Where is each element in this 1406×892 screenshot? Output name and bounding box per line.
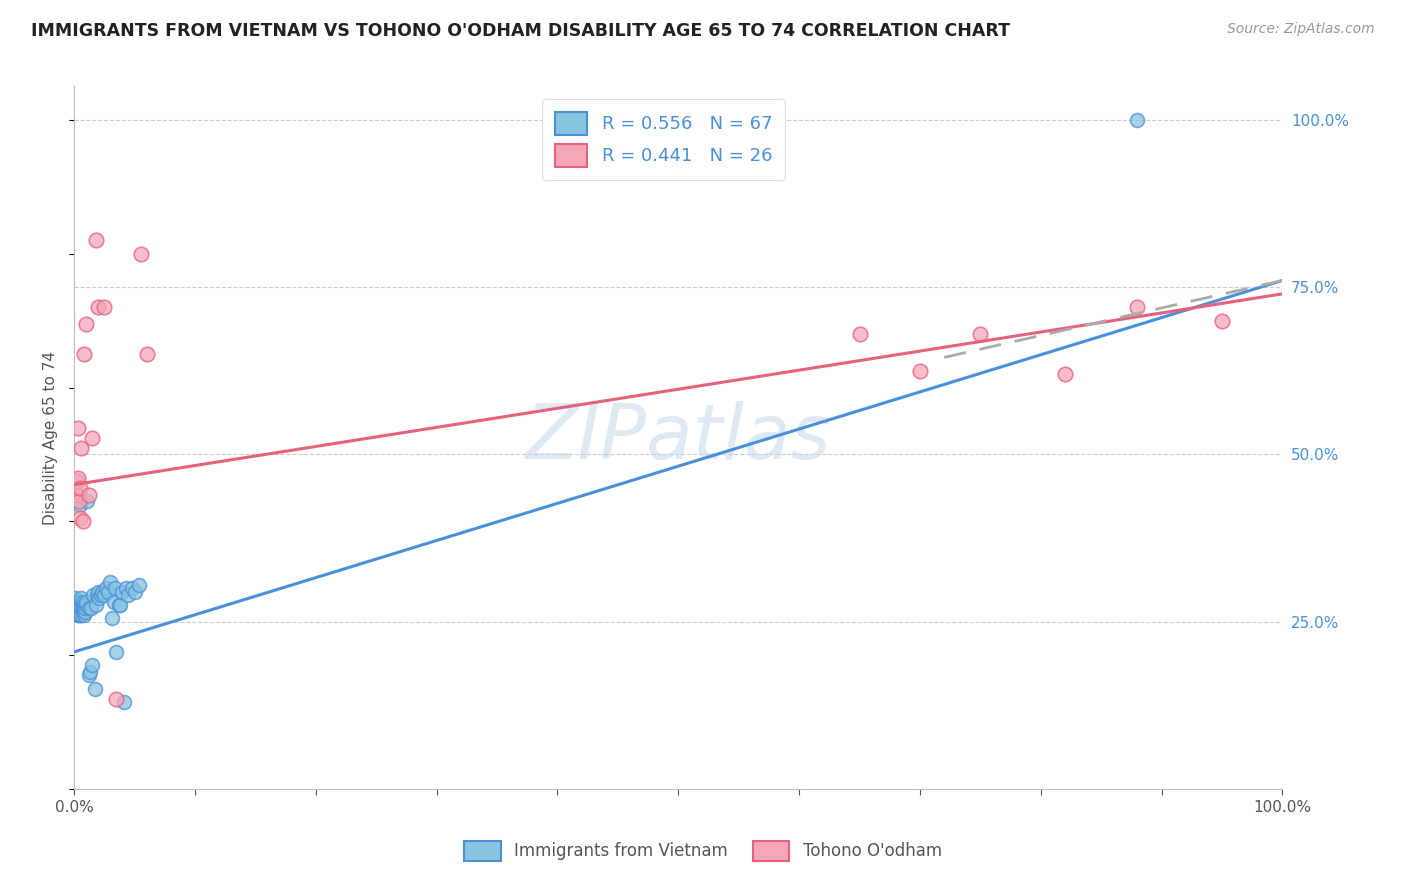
Point [108,598,131,612]
Point [73,601,96,615]
Point [65,488,87,502]
Point [93,300,115,314]
Point [67,494,90,508]
Point [77,601,100,615]
Point [135,347,157,361]
Point [66,471,89,485]
Point [65,475,87,489]
Point [75,598,97,612]
Point [67,595,90,609]
Point [1126,300,1149,314]
Point [121,582,143,596]
Point [70,591,93,606]
Point [69,608,91,623]
Point [83,681,105,696]
Point [69,598,91,612]
Point [67,608,90,623]
Point [93,588,115,602]
Point [128,578,150,592]
Text: ZIPatlas: ZIPatlas [526,401,831,475]
Point [73,347,96,361]
Point [73,605,96,619]
Point [73,605,96,619]
Point [69,511,91,525]
Point [75,317,97,331]
Point [107,598,129,612]
Point [105,691,128,706]
Point [69,601,91,615]
Point [84,233,107,247]
Point [80,601,103,615]
Point [69,595,91,609]
Point [66,608,89,623]
Point [97,584,120,599]
Point [72,595,94,609]
Point [65,591,87,606]
Point [72,605,94,619]
Point [70,608,93,623]
Point [84,598,107,612]
Point [1053,367,1076,381]
Point [112,695,135,709]
Point [117,588,139,602]
Point [70,601,93,615]
Y-axis label: Disability Age 65 to 74: Disability Age 65 to 74 [44,351,58,524]
Point [69,601,91,615]
Point [72,601,94,615]
Point [66,420,89,434]
Legend: R = 0.556   N = 67, R = 0.441   N = 26: R = 0.556 N = 67, R = 0.441 N = 26 [543,99,785,179]
Point [124,584,146,599]
Point [86,588,108,602]
Point [69,498,91,512]
Point [70,598,93,612]
Point [67,598,90,612]
Point [70,605,93,619]
Point [89,591,111,606]
Point [77,668,100,682]
Point [111,584,134,599]
Text: IMMIGRANTS FROM VIETNAM VS TOHONO O'ODHAM DISABILITY AGE 65 TO 74 CORRELATION CH: IMMIGRANTS FROM VIETNAM VS TOHONO O'ODHA… [31,22,1010,40]
Point [65,605,87,619]
Point [73,608,96,623]
Point [72,515,94,529]
Point [908,364,931,378]
Point [69,481,91,495]
Point [105,645,128,659]
Point [848,326,870,341]
Point [90,584,112,599]
Point [87,300,110,314]
Point [104,582,127,596]
Point [103,595,125,609]
Point [65,598,87,612]
Text: Source: ZipAtlas.com: Source: ZipAtlas.com [1227,22,1375,37]
Point [73,598,96,612]
Point [70,441,93,455]
Point [90,588,112,602]
Point [115,582,138,596]
Point [100,611,122,625]
Point [94,582,117,596]
Point [82,658,104,673]
Point [79,665,101,679]
Point [65,484,87,499]
Point [67,598,90,612]
Point [67,605,90,619]
Point [87,584,110,599]
Point [82,431,104,445]
Point [69,605,91,619]
Point [75,595,97,609]
Point [66,595,89,609]
Point [73,601,96,615]
Point [77,488,100,502]
Point [66,601,89,615]
Point [72,598,94,612]
Point [98,574,121,589]
Point [1126,112,1149,127]
Legend: Immigrants from Vietnam, Tohono O'odham: Immigrants from Vietnam, Tohono O'odham [457,834,949,868]
Point [76,494,98,508]
Point [969,326,991,341]
Point [129,246,152,260]
Point [1211,313,1233,327]
Point [82,588,104,602]
